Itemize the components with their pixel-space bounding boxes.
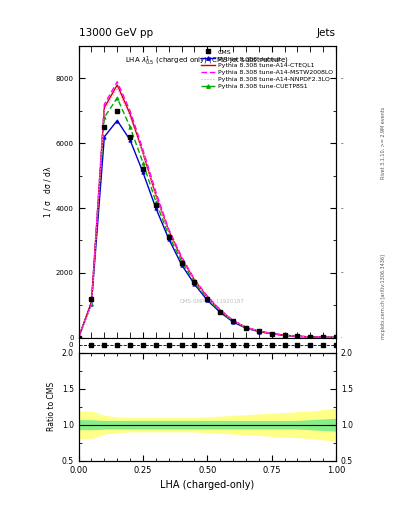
Text: Rivet 3.1.10, >= 2.9M events: Rivet 3.1.10, >= 2.9M events [381,107,386,180]
Text: 13000 GeV pp: 13000 GeV pp [79,28,153,38]
Y-axis label: 1 / $\mathregular{\sigma}$   d$\mathregular{\sigma}$ / d$\mathregular{\lambda}$: 1 / $\mathregular{\sigma}$ d$\mathregula… [42,165,53,218]
Text: LHA $\lambda^{1}_{0.5}$ (charged only) (CMS jet substructure): LHA $\lambda^{1}_{0.5}$ (charged only) (… [125,55,289,68]
Legend: CMS, Pythia 8.308 default, Pythia 8.308 tune-A14-CTEQL1, Pythia 8.308 tune-A14-M: CMS, Pythia 8.308 default, Pythia 8.308 … [201,49,333,89]
X-axis label: LHA (charged-only): LHA (charged-only) [160,480,254,490]
Text: CMS-SMP-21_11920187: CMS-SMP-21_11920187 [180,298,245,304]
Text: mcplots.cern.ch [arXiv:1306.3436]: mcplots.cern.ch [arXiv:1306.3436] [381,254,386,339]
Text: Jets: Jets [317,28,336,38]
Y-axis label: Ratio to CMS: Ratio to CMS [47,382,56,431]
Y-axis label: 0: 0 [68,342,73,348]
